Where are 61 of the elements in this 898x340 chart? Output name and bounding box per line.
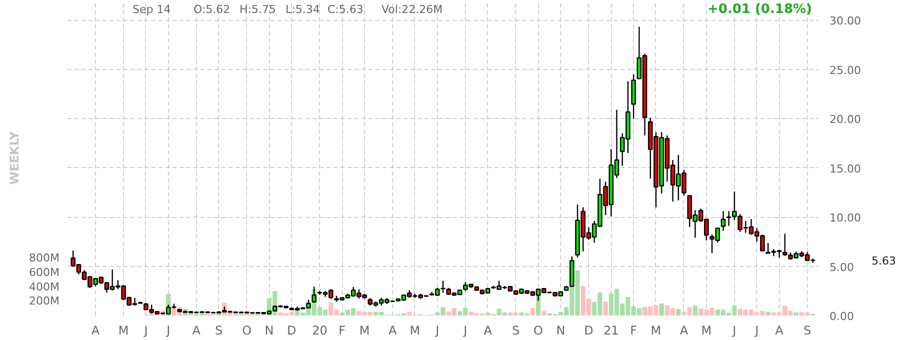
x-tick-label: J xyxy=(754,324,759,338)
candlestick xyxy=(720,210,726,232)
bar xyxy=(692,306,698,316)
x-tick-label: S xyxy=(803,324,812,338)
x-tick-label: J xyxy=(732,324,736,338)
bar xyxy=(530,308,535,316)
x-tick-label: J xyxy=(143,324,148,338)
x-tick-label: 20 xyxy=(312,324,328,338)
x-tick-label: D xyxy=(287,324,296,338)
annotation: +0.01 (0.18%) xyxy=(708,2,812,17)
annotation: O:5.62 xyxy=(194,3,230,16)
bar xyxy=(603,302,608,316)
bar xyxy=(676,309,681,316)
x-tick-label: M xyxy=(359,324,370,338)
y-tick-label: 25.00 xyxy=(830,64,861,77)
annotation: C:5.63 xyxy=(328,3,364,16)
y-tick-label: 30.00 xyxy=(830,14,861,28)
x-tick-label: 21 xyxy=(604,324,619,338)
y2-tick-label: 800M xyxy=(29,252,60,265)
bar xyxy=(766,312,770,316)
x-tick-label: J xyxy=(166,324,170,338)
x-tick-label: A xyxy=(91,324,100,338)
annotation: H:5.75 xyxy=(240,3,276,16)
x-tick-label: A xyxy=(484,324,493,338)
x-tick-label: M xyxy=(410,324,420,338)
x-tick-label: O xyxy=(534,324,544,338)
annotation: Vol:22.26M xyxy=(382,3,443,16)
x-tick-label: A xyxy=(680,324,689,338)
x-tick-label: S xyxy=(215,324,223,338)
y-tick-label: 5.00 xyxy=(830,260,854,274)
x-tick-label: J xyxy=(434,324,440,338)
annotation: Sep 14 xyxy=(132,3,171,16)
bar xyxy=(659,303,664,316)
x-tick-label: D xyxy=(584,324,594,338)
x-tick-label: M xyxy=(118,324,129,338)
candlestick xyxy=(631,74,636,120)
y-tick-label: 0.00 xyxy=(830,310,854,323)
x-tick-label: S xyxy=(512,324,520,338)
y-tick-label: 20.00 xyxy=(830,113,861,126)
x-tick-label: F xyxy=(630,324,638,338)
x-tick-label: N xyxy=(556,324,566,338)
x-tick-label: J xyxy=(462,324,468,338)
x-tick-label: M xyxy=(701,324,712,338)
x-tick-label: M xyxy=(650,324,662,338)
text: WEEKLY xyxy=(8,130,22,185)
y2-tick-label: 200M xyxy=(29,294,60,308)
y2-tick-label: 600M xyxy=(29,266,60,280)
annotation: L:5.34 xyxy=(286,3,320,16)
y-tick-label: 10.00 xyxy=(830,212,861,225)
x-tick-label: A xyxy=(192,324,202,338)
bar xyxy=(486,312,490,316)
y-tick-label: 15.00 xyxy=(830,162,861,176)
y2-tick-label: 400M xyxy=(29,280,60,294)
x-tick-label: A xyxy=(388,324,398,338)
x-tick-label: F xyxy=(338,324,346,338)
x-tick-label: O xyxy=(242,324,252,338)
text: 5.63 xyxy=(872,254,896,268)
bar xyxy=(794,312,798,316)
x-tick-label: N xyxy=(264,324,274,338)
bar xyxy=(542,310,546,316)
x-tick-label: A xyxy=(775,324,784,338)
